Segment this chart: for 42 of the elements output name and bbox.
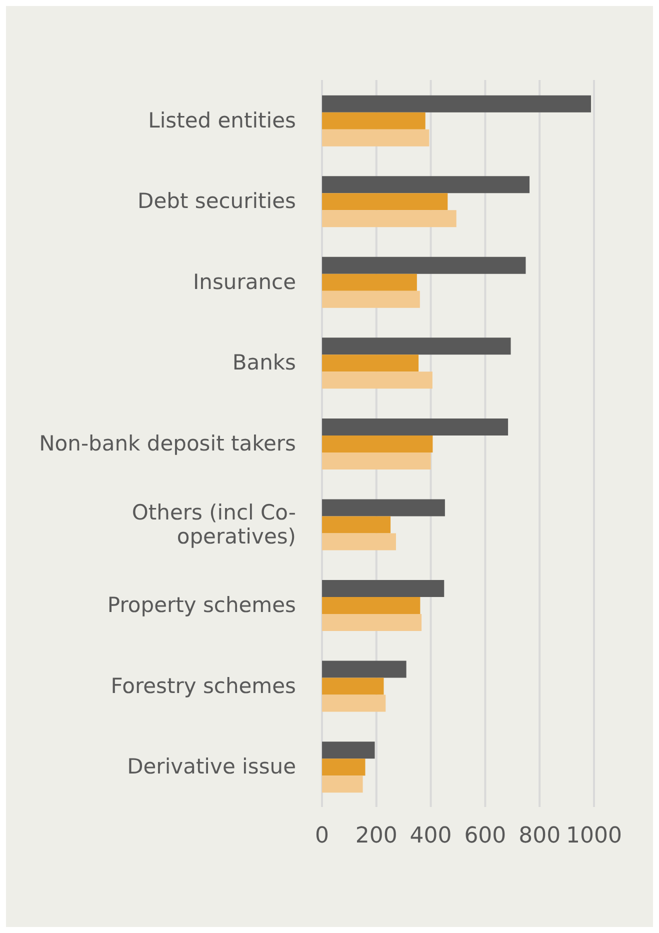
bar bbox=[322, 614, 422, 632]
bar bbox=[322, 580, 444, 598]
x-tick-label: 600 bbox=[464, 824, 506, 849]
y-tick-label: Insurance bbox=[192, 270, 296, 294]
bar bbox=[322, 597, 420, 614]
bar bbox=[322, 256, 526, 274]
x-tick-label: 1000 bbox=[566, 824, 622, 849]
bar bbox=[322, 274, 417, 291]
bar bbox=[322, 418, 508, 436]
y-tick-label: Property schemes bbox=[107, 593, 296, 618]
bar bbox=[322, 193, 448, 210]
bar bbox=[322, 499, 445, 516]
bar bbox=[322, 112, 426, 130]
bar bbox=[322, 694, 386, 712]
bar bbox=[322, 435, 433, 452]
bar bbox=[322, 516, 391, 534]
y-tick-label: Forestry schemes bbox=[110, 674, 296, 698]
bar bbox=[322, 742, 375, 759]
bar bbox=[322, 660, 406, 678]
bar bbox=[322, 372, 432, 389]
bar bbox=[322, 533, 396, 550]
bar bbox=[322, 678, 384, 695]
x-tick-label: 800 bbox=[518, 824, 561, 849]
y-tick-label: Banks bbox=[232, 350, 296, 375]
y-tick-label: Others (incl Co-operatives) bbox=[132, 500, 296, 548]
bar bbox=[322, 176, 530, 194]
y-tick-label: Debt securities bbox=[138, 189, 296, 214]
bar bbox=[322, 776, 363, 793]
x-tick-label: 200 bbox=[355, 824, 398, 849]
bar bbox=[322, 95, 592, 112]
bar bbox=[322, 338, 511, 355]
bar bbox=[322, 452, 431, 470]
bar bbox=[322, 210, 456, 228]
bar bbox=[322, 290, 420, 308]
y-tick-label: Listed entities bbox=[148, 108, 296, 132]
bar bbox=[322, 758, 366, 776]
x-tick-label: 0 bbox=[315, 824, 329, 849]
y-tick-label: Non-bank deposit takers bbox=[39, 432, 296, 456]
x-tick-label: 400 bbox=[410, 824, 452, 849]
bar bbox=[322, 129, 430, 146]
y-tick-label: Derivative issue bbox=[127, 754, 296, 779]
bar bbox=[322, 354, 419, 372]
